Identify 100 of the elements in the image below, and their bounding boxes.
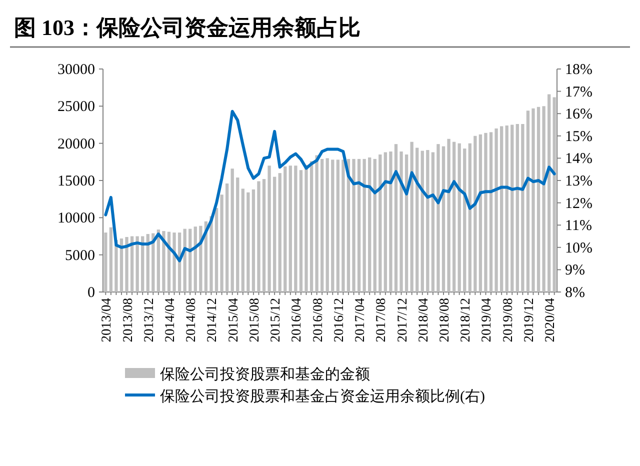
x-tick-label: 2014/12	[204, 298, 220, 342]
bar	[136, 236, 139, 292]
bar	[394, 144, 398, 292]
bar	[552, 97, 556, 292]
bar	[384, 152, 388, 292]
y2-tick-label: 12%	[565, 196, 592, 212]
x-tick-label: 2016/08	[310, 298, 325, 342]
bar	[489, 132, 493, 292]
y2-tick-label: 10%	[565, 240, 592, 256]
bar	[109, 227, 112, 292]
bar	[210, 216, 213, 292]
bar	[326, 158, 329, 292]
bar	[320, 158, 324, 292]
x-tick-label: 2018/04	[415, 298, 430, 342]
bar	[220, 194, 224, 292]
y-tick-label: 30000	[58, 62, 95, 78]
bar	[299, 170, 303, 292]
bar	[246, 192, 250, 292]
bar	[532, 108, 535, 292]
bar	[458, 143, 461, 292]
bar	[389, 152, 392, 292]
bar	[400, 152, 403, 292]
bar	[416, 148, 419, 292]
x-tick-label: 2013/08	[120, 298, 135, 342]
bar	[236, 178, 240, 292]
x-tick-label: 2017/04	[352, 298, 368, 342]
y2-tick-label: 11%	[565, 218, 592, 234]
x-tick-label: 2019/04	[478, 298, 494, 342]
x-tick-label: 2015/08	[246, 298, 262, 342]
bar	[304, 164, 308, 292]
x-tick-label: 2019/08	[500, 298, 515, 342]
x-tick-label: 2018/12	[458, 298, 473, 342]
bar	[183, 228, 186, 292]
y-tick-label: 20000	[58, 136, 95, 152]
legend-label: 保险公司投资股票和基金占资金运用余额比例(右)	[160, 388, 485, 405]
y-tick-label: 5000	[65, 248, 95, 264]
bar	[431, 152, 435, 292]
bar	[373, 158, 376, 292]
bar	[420, 150, 424, 292]
chart-title: 图 103：保险公司资金运用余额占比	[14, 15, 360, 40]
bar	[410, 142, 414, 292]
y2-tick-label: 15%	[565, 128, 592, 145]
bar	[500, 126, 504, 292]
bar	[447, 138, 450, 292]
bar	[288, 166, 292, 292]
bar	[510, 124, 514, 292]
x-tick-label: 2013/04	[98, 298, 114, 342]
bar	[104, 232, 108, 292]
bar	[268, 166, 271, 292]
y2-tick-label: 17%	[565, 84, 592, 100]
bar	[516, 124, 519, 292]
x-tick-label: 2015/12	[268, 298, 283, 342]
bar	[478, 134, 482, 292]
bar	[310, 161, 314, 292]
line-series	[104, 110, 556, 262]
bar	[548, 94, 551, 292]
bar	[352, 158, 356, 292]
bar	[494, 128, 498, 292]
x-tick-label: 2014/08	[183, 298, 198, 342]
bar	[272, 176, 276, 292]
bar	[484, 132, 488, 292]
bar	[468, 143, 472, 292]
bar	[526, 110, 530, 292]
bar	[536, 106, 540, 292]
bar	[315, 155, 318, 292]
y2-tick-label: 9%	[565, 262, 585, 279]
bar	[357, 158, 361, 292]
bar	[378, 154, 382, 292]
bar	[146, 234, 150, 292]
bar	[225, 183, 229, 292]
bar	[331, 160, 334, 292]
bar	[542, 106, 546, 292]
x-tick-label: 2015/04	[225, 298, 240, 342]
bar	[162, 231, 166, 292]
y2-tick-label: 13%	[565, 174, 592, 190]
x-tick-label: 2019/12	[520, 298, 536, 342]
legend-label: 保险公司投资股票和基金的金额	[160, 366, 370, 383]
y2-tick-label: 8%	[565, 285, 585, 301]
bar	[262, 179, 266, 292]
x-tick-label: 2016/04	[288, 298, 304, 342]
x-tick-label: 2018/08	[436, 298, 452, 342]
x-tick-label: 2016/12	[330, 298, 346, 342]
y-tick-label: 15000	[58, 174, 95, 190]
bar	[172, 232, 176, 292]
bar	[474, 136, 477, 292]
y-tick-label: 10000	[58, 210, 95, 227]
bar	[294, 166, 298, 292]
x-tick-label: 2013/12	[140, 298, 156, 342]
bar	[442, 146, 446, 292]
bar	[521, 124, 524, 292]
bar	[252, 189, 256, 292]
bar	[284, 166, 287, 292]
bar	[241, 188, 244, 292]
bar	[362, 158, 366, 292]
x-tick-label: 2017/08	[373, 298, 388, 342]
bar	[505, 125, 508, 292]
bar	[368, 157, 372, 292]
x-tick-label: 2014/04	[162, 298, 177, 342]
bar	[336, 160, 340, 292]
bar	[436, 144, 440, 292]
